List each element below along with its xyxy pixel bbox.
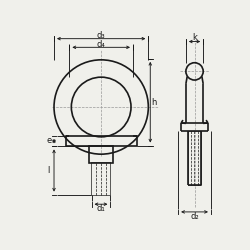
Text: e: e xyxy=(46,136,52,145)
Bar xyxy=(188,131,201,185)
Bar xyxy=(89,146,113,163)
Text: h: h xyxy=(152,98,157,107)
Bar xyxy=(91,162,110,194)
Text: d₁: d₁ xyxy=(96,204,105,213)
Text: d₃: d₃ xyxy=(97,31,106,40)
Bar xyxy=(66,136,137,146)
Text: l: l xyxy=(48,166,50,175)
Text: d₄: d₄ xyxy=(97,40,106,49)
Text: d₂: d₂ xyxy=(190,212,199,221)
Text: k: k xyxy=(192,33,197,42)
